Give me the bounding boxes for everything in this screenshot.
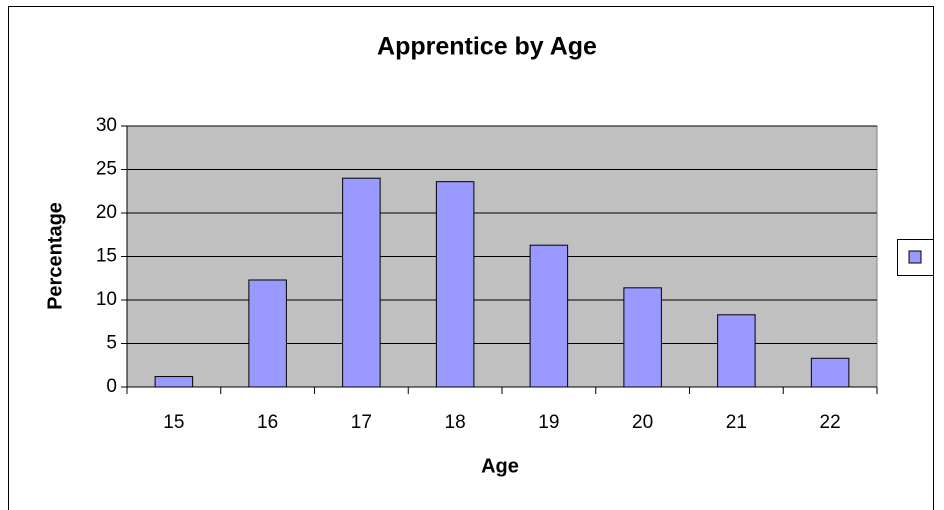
bar: [717, 314, 756, 388]
y-axis-title: Percentage: [44, 202, 66, 310]
y-tick-label: 0: [106, 376, 117, 397]
bar: [435, 181, 475, 388]
x-tick-label: 17: [351, 412, 372, 433]
y-tick-label: 20: [96, 202, 117, 223]
legend-marker: [908, 250, 922, 264]
bar: [623, 287, 662, 388]
bar: [529, 244, 569, 388]
x-axis-title: Age: [481, 455, 519, 477]
y-tick-label: 30: [96, 115, 117, 136]
x-tick-label: 16: [257, 412, 278, 433]
x-tick-label: 20: [632, 412, 653, 433]
x-tick-label: 21: [726, 412, 747, 433]
chart-title: Apprentice by Age: [377, 33, 597, 61]
y-tick-label: 15: [96, 246, 117, 267]
x-tick-label: 15: [163, 412, 184, 433]
bar: [342, 177, 381, 388]
x-tick-label: 22: [820, 412, 841, 433]
y-tick-label: 5: [106, 333, 117, 354]
bar: [810, 357, 850, 388]
x-tick-label: 19: [538, 412, 559, 433]
y-tick-label: 10: [96, 289, 117, 310]
bar: [154, 376, 194, 388]
bar: [248, 279, 287, 388]
x-tick-label: 18: [445, 412, 466, 433]
y-tick-label: 25: [96, 159, 117, 180]
